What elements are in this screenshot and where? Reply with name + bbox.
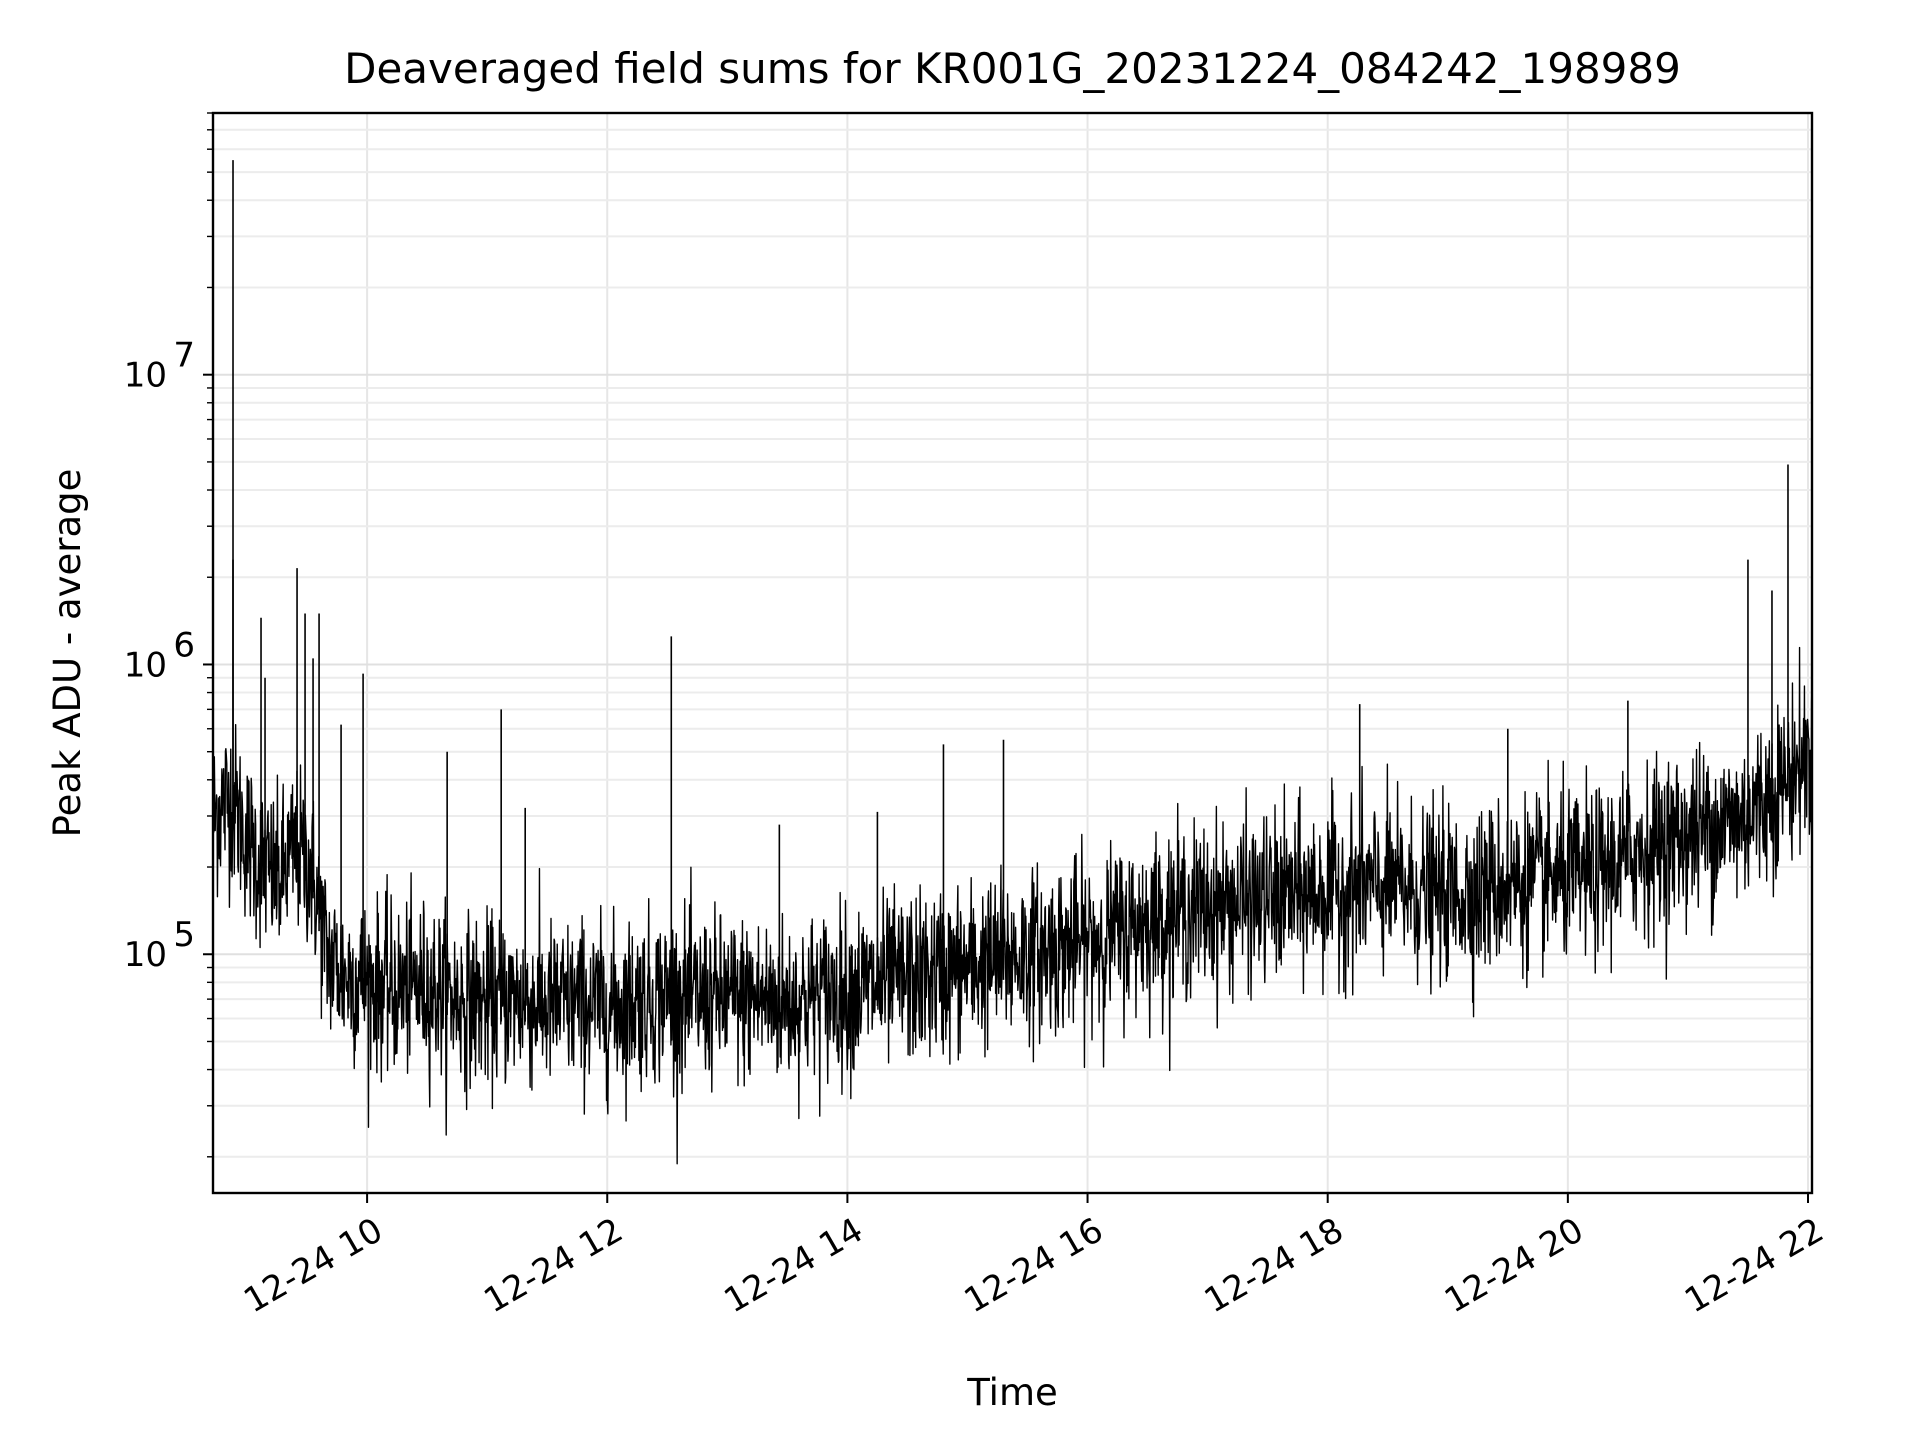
y-tick-exponent: 5 xyxy=(173,915,195,955)
x-axis-label: Time xyxy=(966,1371,1058,1414)
y-tick-label: 10 xyxy=(124,935,167,975)
chart-title: Deaveraged field sums for KR001G_2023122… xyxy=(344,44,1681,93)
series-line-group xyxy=(212,160,1813,1165)
y-tick-base: 10 xyxy=(124,645,167,685)
y-tick-base: 10 xyxy=(124,935,167,975)
series-line xyxy=(212,646,1813,1165)
y-tick-exponent: 7 xyxy=(173,336,195,376)
y-tick-label: 10 xyxy=(124,645,167,685)
y-axis-label: Peak ADU - average xyxy=(46,469,89,838)
y-tick-exponent: 6 xyxy=(173,625,195,665)
plot-frame xyxy=(211,111,1814,1195)
y-tick-base: 10 xyxy=(124,356,167,396)
y-tick-label: 10 xyxy=(124,356,167,396)
